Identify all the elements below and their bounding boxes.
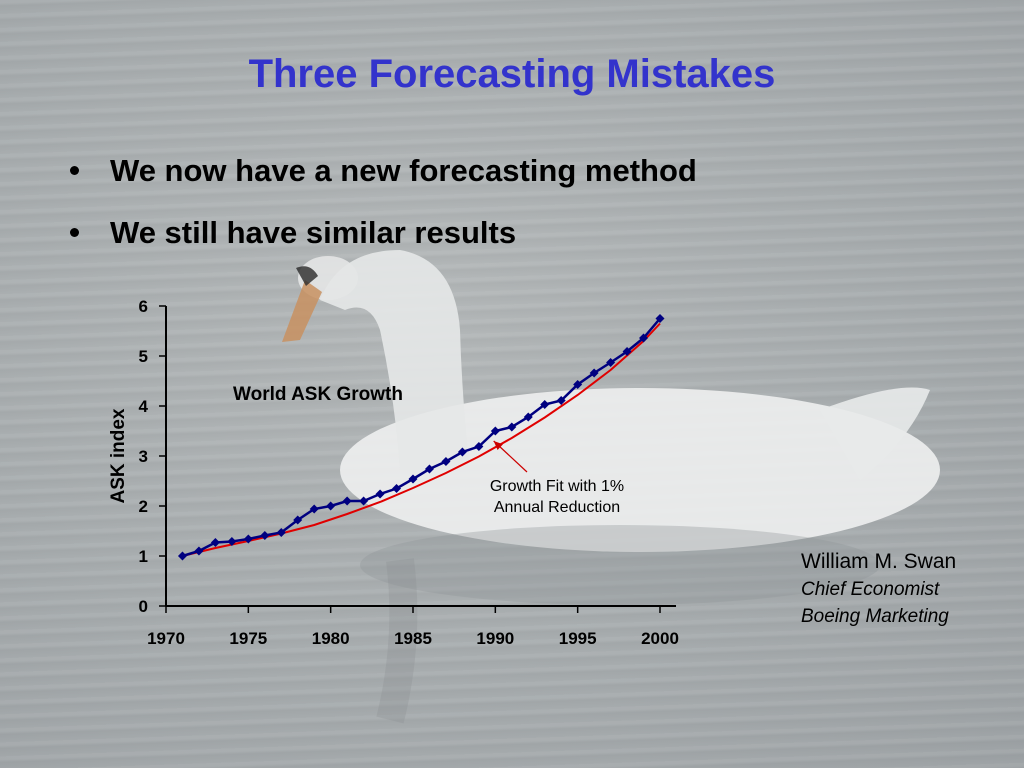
x-tick-label: 1970	[147, 629, 185, 648]
series-fit	[182, 322, 661, 557]
bullet-text: We now have a new forecasting method	[110, 153, 697, 188]
y-tick-label: 3	[139, 447, 148, 466]
y-axis-label: ASK index	[108, 408, 129, 503]
data-point-marker	[540, 400, 550, 409]
author-role: Chief Economist	[801, 579, 940, 600]
data-point-marker	[227, 537, 237, 546]
data-point-marker	[523, 412, 533, 422]
data-point-marker	[424, 464, 434, 474]
slide-title: Three Forecasting Mistakes	[248, 52, 776, 96]
data-point-marker	[441, 457, 451, 466]
x-tick-label: 1995	[559, 629, 597, 648]
attribution-block: William M. Swan Chief Economist Boeing M…	[801, 548, 956, 630]
y-tick-label: 1	[139, 547, 148, 566]
data-point-marker	[639, 333, 649, 343]
annotation-arrowhead-icon	[493, 441, 504, 451]
data-point-marker	[474, 442, 484, 451]
data-point-marker	[309, 504, 319, 514]
data-point-marker	[392, 484, 402, 493]
bullet-list: We now have a new forecasting method We …	[70, 152, 697, 276]
y-tick-label: 4	[139, 397, 149, 416]
data-point-marker	[490, 426, 500, 436]
data-point-marker	[194, 546, 204, 556]
bullet-item: We now have a new forecasting method	[70, 152, 697, 190]
series-actual	[177, 314, 665, 561]
data-point-marker	[507, 422, 517, 432]
y-tick-label: 5	[139, 347, 148, 366]
x-tick-label: 1990	[476, 629, 514, 648]
y-tick-label: 0	[139, 597, 148, 616]
data-point-marker	[375, 489, 385, 499]
data-point-marker	[622, 347, 632, 356]
data-point-marker	[326, 501, 336, 511]
annotation-line-1: Growth Fit with 1%	[490, 478, 624, 495]
data-point-marker	[243, 534, 253, 544]
chart-annotation: Growth Fit with 1% Annual Reduction	[490, 440, 624, 516]
data-point-marker	[359, 496, 369, 506]
data-point-marker	[293, 515, 303, 525]
y-tick-label: 6	[139, 297, 148, 316]
data-point-marker	[573, 380, 583, 389]
chart-title: World ASK Growth	[233, 384, 403, 405]
data-point-marker	[408, 474, 418, 484]
data-point-marker	[210, 538, 220, 547]
bullet-dot-icon	[70, 228, 79, 237]
data-point-marker	[606, 358, 616, 367]
x-tick-label: 2000	[641, 629, 679, 648]
y-tick-label: 2	[139, 497, 148, 516]
bullet-text: We still have similar results	[110, 215, 517, 250]
x-tick-label: 1975	[229, 629, 267, 648]
fit-curve-line	[182, 322, 661, 557]
bullet-item: We still have similar results	[70, 214, 697, 252]
x-tick-label: 1985	[394, 629, 432, 648]
data-point-marker	[457, 447, 467, 457]
data-point-marker	[342, 496, 352, 506]
data-point-marker	[260, 531, 270, 540]
chart-axes	[165, 306, 676, 607]
x-tick-label: 1980	[312, 629, 350, 648]
data-point-marker	[177, 551, 187, 561]
chart-ticks: 0 1 2 3 4 5 6 1970 1975 1980 1985 1990 1995 2000	[139, 297, 679, 648]
data-point-marker	[276, 528, 286, 537]
actual-series-line	[182, 317, 661, 558]
data-point-marker	[655, 314, 665, 323]
bullet-dot-icon	[70, 166, 79, 175]
author-org: Boeing Marketing	[801, 606, 949, 627]
annotation-line-2: Annual Reduction	[494, 499, 620, 516]
data-point-marker	[589, 368, 599, 378]
author-name: William M. Swan	[801, 550, 957, 573]
data-point-marker	[556, 396, 566, 405]
